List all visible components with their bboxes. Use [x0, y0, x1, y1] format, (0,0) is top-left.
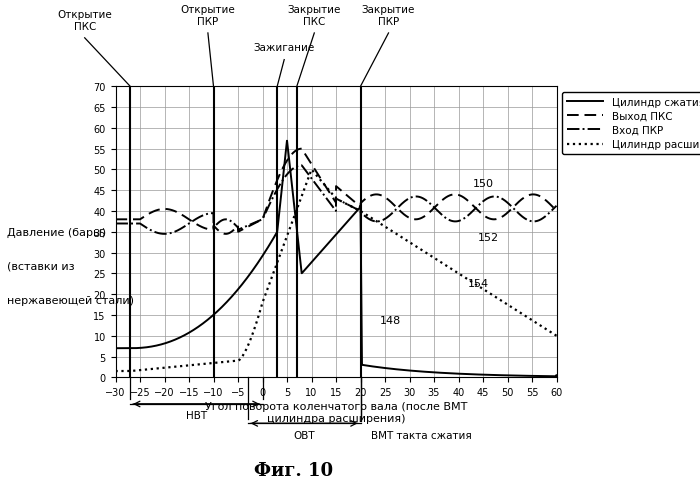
Text: (вставки из: (вставки из — [7, 261, 75, 271]
Text: Открытие
ПКР: Открытие ПКР — [181, 5, 235, 27]
Text: Открытие
ПКС: Открытие ПКС — [57, 10, 112, 31]
Legend: Цилиндр сжатия, Выход ПКС, Вход ПКР, Цилиндр расширения: Цилиндр сжатия, Выход ПКС, Вход ПКР, Цил… — [561, 92, 700, 155]
Text: Закрытие
ПКС: Закрытие ПКС — [288, 5, 341, 27]
Text: ОВТ: ОВТ — [293, 430, 315, 440]
Text: Закрытие
ПКР: Закрытие ПКР — [362, 5, 415, 27]
X-axis label: Угол поворота коленчатого вала (после ВМТ
цилиндра расширения): Угол поворота коленчатого вала (после ВМ… — [205, 401, 467, 423]
Text: 148: 148 — [380, 316, 401, 326]
Text: 152: 152 — [478, 233, 499, 242]
Text: Давление (бары): Давление (бары) — [7, 227, 106, 237]
Text: НВТ: НВТ — [186, 410, 207, 421]
Text: ВМТ такта сжатия: ВМТ такта сжатия — [371, 430, 472, 440]
Text: Фиг. 10: Фиг. 10 — [254, 461, 334, 479]
Text: 150: 150 — [473, 179, 494, 189]
Text: Зажигание: Зажигание — [253, 43, 315, 53]
Text: 154: 154 — [468, 278, 489, 288]
Text: нержавеющей стали): нержавеющей стали) — [7, 295, 134, 305]
